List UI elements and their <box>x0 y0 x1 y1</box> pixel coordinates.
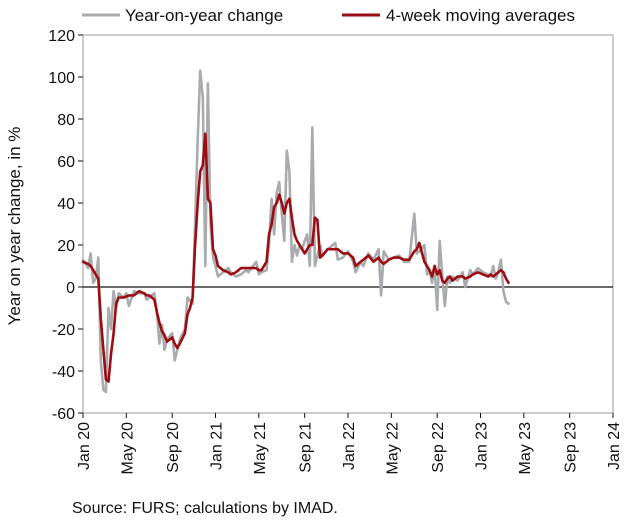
y-tick-label: 0 <box>66 280 75 297</box>
x-tick-label: May 23 <box>517 422 534 475</box>
y-tick-label: 120 <box>48 28 75 45</box>
y-tick-label: 60 <box>57 154 75 171</box>
series-line-yoy <box>81 69 510 394</box>
y-tick-label: -40 <box>52 364 75 381</box>
y-tick-label: -20 <box>52 322 75 339</box>
y-tick-label: -60 <box>52 406 75 423</box>
legend-label-avg: 4-week moving averages <box>386 6 575 25</box>
x-tick-label: Sep 23 <box>563 422 580 473</box>
x-tick-label: Jan 22 <box>341 422 358 470</box>
plot-border <box>82 34 614 414</box>
series-layer <box>81 69 510 394</box>
x-tick-label: Sep 20 <box>165 422 182 473</box>
series-line-4wk-average <box>81 132 510 383</box>
y-tick-label: 40 <box>57 196 75 213</box>
x-axis-ticks: Jan 20 May 20 Sep 20 Jan 21 May 21 Sep 21 Jan … <box>76 413 623 474</box>
x-tick-label: Sep 21 <box>298 422 315 473</box>
x-tick-label: Jan 24 <box>606 422 623 470</box>
plot-frame <box>82 34 614 414</box>
y-tick-label: 20 <box>57 238 75 255</box>
x-tick-label: Jan 21 <box>209 422 226 470</box>
source-note: Source: FURS; calculations by IMAD. <box>72 500 338 517</box>
legend: Year-on-year change 4-week moving averag… <box>82 6 575 25</box>
x-tick-label: Jan 20 <box>76 422 93 470</box>
x-tick-label: May 21 <box>252 422 269 475</box>
y-axis-ticks: -60 -40 -20 0 20 40 60 80 100 120 <box>48 28 83 423</box>
x-tick-label: Sep 22 <box>430 422 447 473</box>
x-tick-label: May 20 <box>119 422 136 475</box>
y-axis-title: Year on year change, in % <box>5 127 24 326</box>
y-tick-label: 100 <box>48 70 75 87</box>
x-tick-label: May 22 <box>384 422 401 475</box>
y-tick-label: 80 <box>57 112 75 129</box>
legend-label-yoy: Year-on-year change <box>125 6 283 25</box>
x-tick-label: Jan 23 <box>474 422 491 470</box>
